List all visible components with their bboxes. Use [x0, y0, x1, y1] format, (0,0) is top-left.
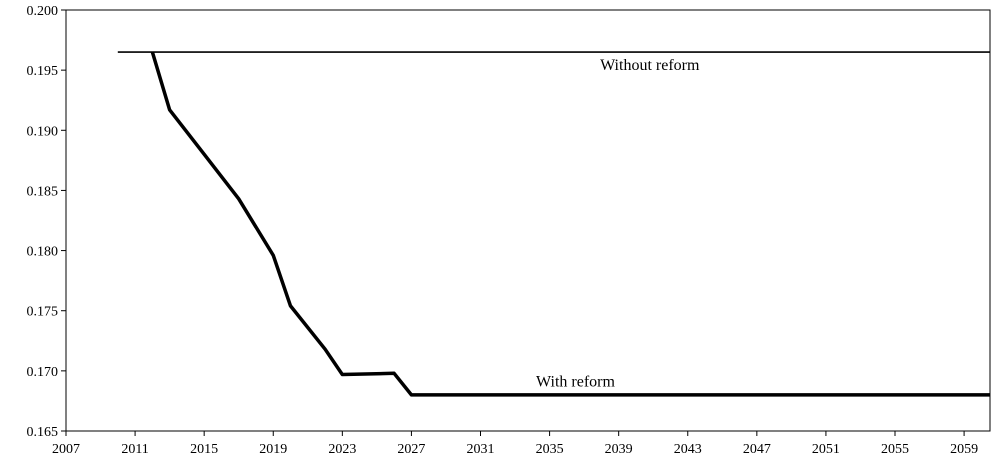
x-tick-label: 2035 [536, 442, 564, 457]
y-axis-ticks: 0.165 0.170 0.175 0.180 0.185 0.190 0.195 0.200 [27, 4, 66, 440]
series-line-with-reform [150, 51, 990, 397]
x-tick-label: 2039 [605, 442, 633, 457]
x-tick-label: 2031 [467, 442, 495, 457]
chart-annotations: Without reform With reform [536, 57, 700, 390]
y-tick-label: 0.200 [27, 4, 59, 19]
y-tick-label: 0.170 [27, 365, 59, 380]
x-tick-label: 2055 [881, 442, 909, 457]
y-tick-label: 0.190 [27, 124, 59, 139]
x-tick-label: 2023 [328, 442, 356, 457]
y-tick-label: 0.175 [27, 305, 59, 320]
x-tick-label: 2027 [397, 442, 425, 457]
annotation-with-reform: With reform [536, 373, 615, 390]
chart-series [117, 51, 990, 397]
plot-frame [65, 9, 991, 432]
x-tick-label: 2015 [190, 442, 218, 457]
chart-axes [65, 9, 991, 432]
x-tick-label: 2007 [52, 442, 80, 457]
y-tick-label: 0.180 [27, 245, 59, 260]
annotation-without-reform: Without reform [600, 57, 700, 74]
x-tick-label: 2043 [674, 442, 702, 457]
y-tick-label: 0.165 [27, 425, 59, 440]
y-tick-label: 0.195 [27, 64, 59, 79]
x-axis-ticks: 2007 2011 2015 2019 2023 2027 2031 2035 2039 2043… [52, 431, 978, 457]
y-tick-label: 0.185 [27, 184, 59, 199]
x-tick-label: 2011 [121, 442, 148, 457]
x-tick-label: 2019 [259, 442, 287, 457]
x-tick-label: 2051 [812, 442, 840, 457]
x-tick-label: 2059 [950, 442, 978, 457]
x-tick-label: 2047 [743, 442, 771, 457]
